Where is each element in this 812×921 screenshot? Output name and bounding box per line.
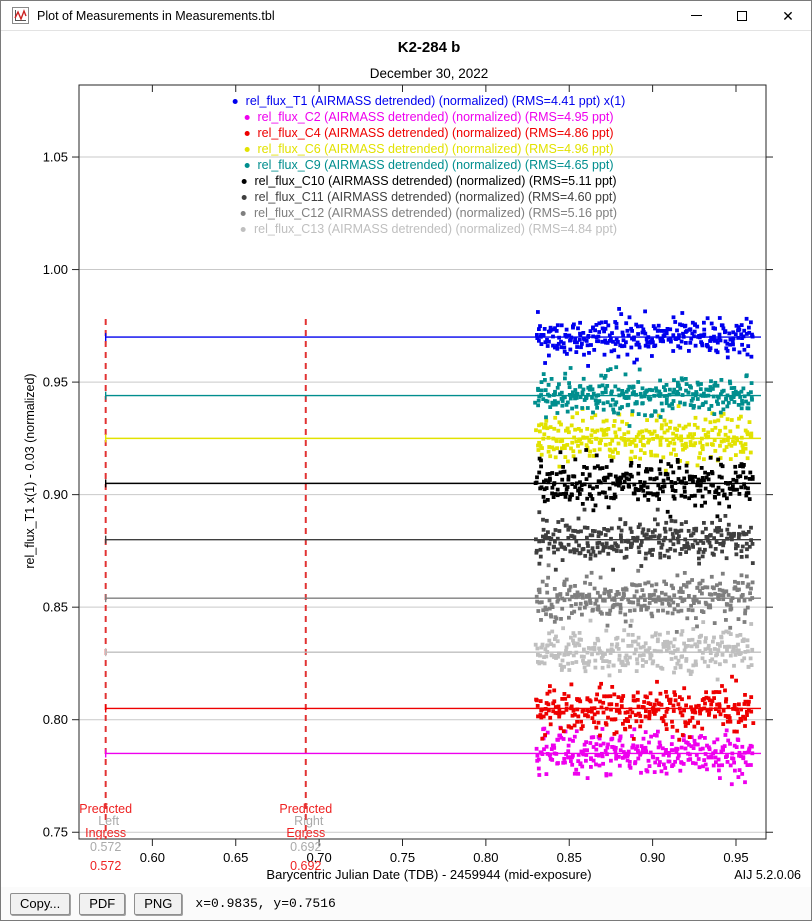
maximize-icon bbox=[737, 10, 747, 21]
svg-text:0.80: 0.80 bbox=[43, 712, 68, 727]
bottom-toolbar: Copy... PDF PNG x=0.9835, y=0.7516 bbox=[1, 887, 811, 920]
svg-text:rel_flux_T1 x(1) - 0.03 (norma: rel_flux_T1 x(1) - 0.03 (normalized) bbox=[23, 373, 37, 568]
svg-text:0.75: 0.75 bbox=[390, 850, 415, 865]
cursor-position-readout: x=0.9835, y=0.7516 bbox=[195, 896, 336, 911]
svg-text:Left: Left bbox=[98, 814, 119, 828]
close-icon: ✕ bbox=[782, 7, 794, 24]
svg-text:0.90: 0.90 bbox=[640, 850, 665, 865]
close-button[interactable]: ✕ bbox=[765, 1, 811, 30]
svg-text:Ingress: Ingress bbox=[85, 826, 126, 840]
svg-text:0.90: 0.90 bbox=[43, 487, 68, 502]
minimize-icon bbox=[690, 15, 702, 16]
svg-text:Predicted: Predicted bbox=[79, 802, 132, 816]
svg-text:0.85: 0.85 bbox=[557, 850, 582, 865]
svg-text:AIJ 5.2.0.06: AIJ 5.2.0.06 bbox=[734, 868, 801, 882]
svg-text:0.95: 0.95 bbox=[43, 375, 68, 390]
maximize-button[interactable] bbox=[719, 1, 765, 30]
svg-text:0.60: 0.60 bbox=[140, 850, 165, 865]
title-bar[interactable]: Plot of Measurements in Measurements.tbl… bbox=[1, 1, 811, 31]
svg-text:1.05: 1.05 bbox=[43, 150, 68, 165]
svg-text:December 30, 2022: December 30, 2022 bbox=[370, 66, 489, 81]
svg-text:Barycentric Julian Date (TDB): Barycentric Julian Date (TDB) - 2459944 … bbox=[266, 867, 591, 882]
svg-text:0.572: 0.572 bbox=[90, 840, 121, 854]
svg-text:Egress: Egress bbox=[286, 826, 325, 840]
window-title: Plot of Measurements in Measurements.tbl bbox=[37, 8, 275, 23]
svg-text:0.70: 0.70 bbox=[306, 850, 331, 865]
svg-text:1.00: 1.00 bbox=[43, 262, 68, 277]
minimize-button[interactable] bbox=[673, 1, 719, 30]
svg-text:0.65: 0.65 bbox=[223, 850, 248, 865]
copy-button[interactable]: Copy... bbox=[10, 892, 71, 915]
chart-area: 0.60 0.65 0.70 0.75 0.80 0.85 0.90 0.95 0.75 0.80… bbox=[1, 31, 812, 889]
svg-text:0.692: 0.692 bbox=[290, 840, 321, 854]
svg-text:Right: Right bbox=[294, 814, 324, 828]
svg-text:0.80: 0.80 bbox=[473, 850, 498, 865]
pdf-button[interactable]: PDF bbox=[79, 892, 126, 915]
svg-text:0.692: 0.692 bbox=[290, 859, 321, 873]
svg-text:K2-284 b: K2-284 b bbox=[398, 39, 461, 56]
svg-text:0.572: 0.572 bbox=[90, 859, 121, 873]
plot-canvas[interactable]: 0.60 0.65 0.70 0.75 0.80 0.85 0.90 0.95 0.75 0.80… bbox=[1, 31, 812, 889]
svg-text:0.95: 0.95 bbox=[723, 850, 748, 865]
svg-text:0.85: 0.85 bbox=[43, 600, 68, 615]
app-icon bbox=[12, 7, 29, 24]
svg-text:Predicted: Predicted bbox=[279, 802, 332, 816]
svg-text:0.75: 0.75 bbox=[43, 825, 68, 840]
png-button[interactable]: PNG bbox=[134, 892, 183, 915]
